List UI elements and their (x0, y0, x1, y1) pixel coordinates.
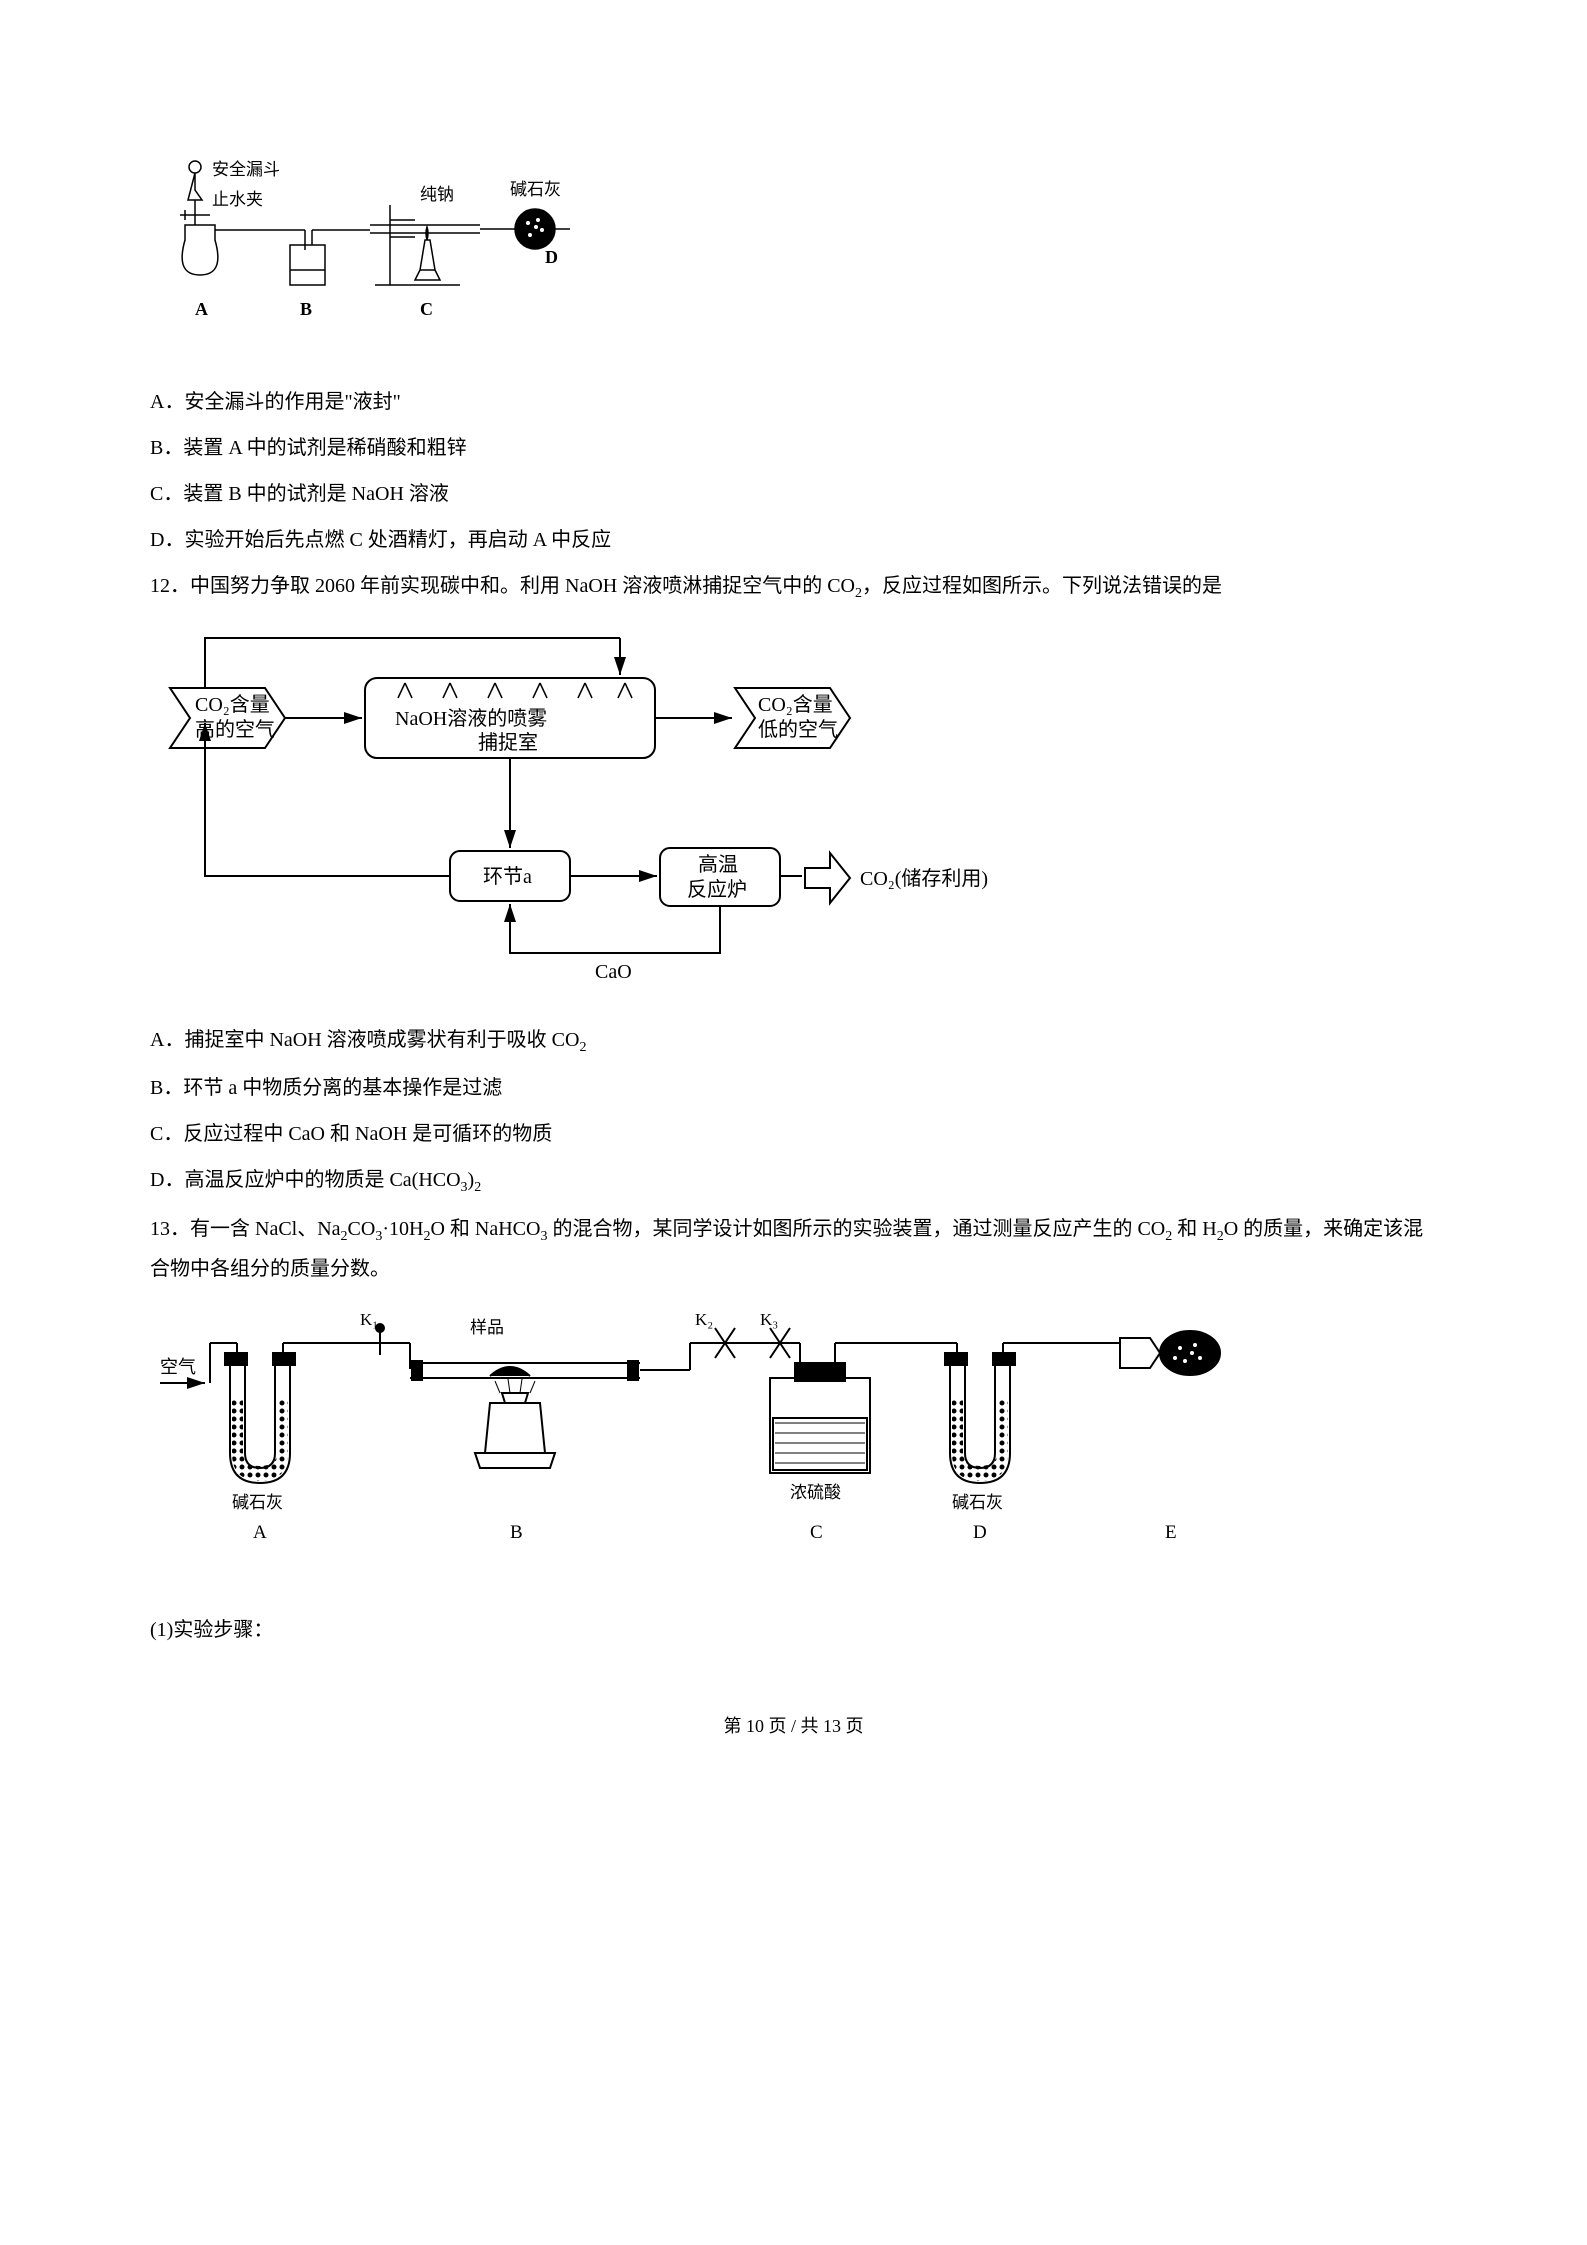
svg-text:空气: 空气 (160, 1357, 196, 1377)
svg-text:D: D (973, 1522, 987, 1543)
svg-text:CO₂含量: CO₂含量 (195, 693, 270, 716)
svg-text:K₃: K₃ (760, 1310, 778, 1329)
svg-text:K₁: K₁ (360, 1310, 378, 1329)
label-A: A (195, 299, 208, 319)
label-safety-funnel: 安全漏斗 (212, 160, 280, 179)
q12-option-b: B．环节 a 中物质分离的基本操作是过滤 (150, 1069, 1437, 1107)
label-clip: 止水夹 (212, 190, 263, 209)
svg-text:CaO: CaO (595, 961, 632, 983)
svg-text:CO₂含量: CO₂含量 (758, 693, 833, 716)
label-D: D (545, 247, 558, 267)
svg-text:B: B (510, 1522, 523, 1543)
q12-option-c: C．反应过程中 CaO 和 NaOH 是可循环的物质 (150, 1115, 1437, 1153)
svg-text:K₂: K₂ (695, 1310, 713, 1329)
q12-intro: 12．中国努力争取 2060 年前实现碳中和。利用 NaOH 溶液喷淋捕捉空气中… (150, 567, 1437, 608)
svg-text:CO₂(储存利用): CO₂(储存利用) (860, 867, 988, 890)
page-footer: 第 10 页 / 共 13 页 (150, 1709, 1437, 1743)
svg-text:高的空气: 高的空气 (195, 718, 275, 741)
q11-option-b: B．装置 A 中的试剂是稀硝酸和粗锌 (150, 429, 1437, 467)
svg-text:E: E (1165, 1522, 1177, 1543)
svg-text:A: A (253, 1522, 267, 1543)
svg-text:NaOH溶液的喷雾: NaOH溶液的喷雾 (395, 707, 547, 730)
q13-diagram: 空气 K₁ 样品 K₂ K₃ 碱石灰 浓硫酸 碱石灰 A B C D E (150, 1303, 1437, 1596)
q13-intro: 13．有一含 NaCl、Na2CO3·10H2O 和 NaHCO3 的混合物，某… (150, 1210, 1437, 1289)
label-soda-lime: 碱石灰 (510, 180, 561, 199)
q11-option-d: D．实验开始后先点燃 C 处酒精灯，再启动 A 中反应 (150, 521, 1437, 559)
svg-text:C: C (810, 1522, 823, 1543)
svg-text:碱石灰: 碱石灰 (952, 1493, 1003, 1512)
svg-text:浓硫酸: 浓硫酸 (790, 1483, 841, 1502)
svg-text:高温: 高温 (698, 853, 738, 876)
svg-text:环节a: 环节a (483, 865, 532, 888)
q12-option-a: A．捕捉室中 NaOH 溶液喷成雾状有利于吸收 CO2 (150, 1021, 1437, 1062)
svg-text:反应炉: 反应炉 (687, 878, 747, 901)
label-B: B (300, 299, 312, 319)
q12-option-d: D．高温反应炉中的物质是 Ca(HCO3)2 (150, 1161, 1437, 1202)
svg-text:样品: 样品 (470, 1318, 504, 1337)
q12-diagram: CO₂含量 高的空气 NaOH溶液的喷雾 捕捉室 CO₂含量 低的空气 环节a … (150, 623, 1437, 1006)
svg-text:低的空气: 低的空气 (758, 718, 838, 741)
q11-diagram: 安全漏斗 止水夹 纯钠 碱石灰 A B C D (150, 155, 1437, 368)
label-C: C (420, 299, 433, 319)
q11-option-a: A．安全漏斗的作用是"液封" (150, 383, 1437, 421)
q13-step1: (1)实验步骤： (150, 1611, 1437, 1649)
label-sodium: 纯钠 (420, 185, 454, 204)
q11-option-c: C．装置 B 中的试剂是 NaOH 溶液 (150, 475, 1437, 513)
svg-text:捕捉室: 捕捉室 (478, 731, 538, 754)
svg-text:碱石灰: 碱石灰 (232, 1493, 283, 1512)
